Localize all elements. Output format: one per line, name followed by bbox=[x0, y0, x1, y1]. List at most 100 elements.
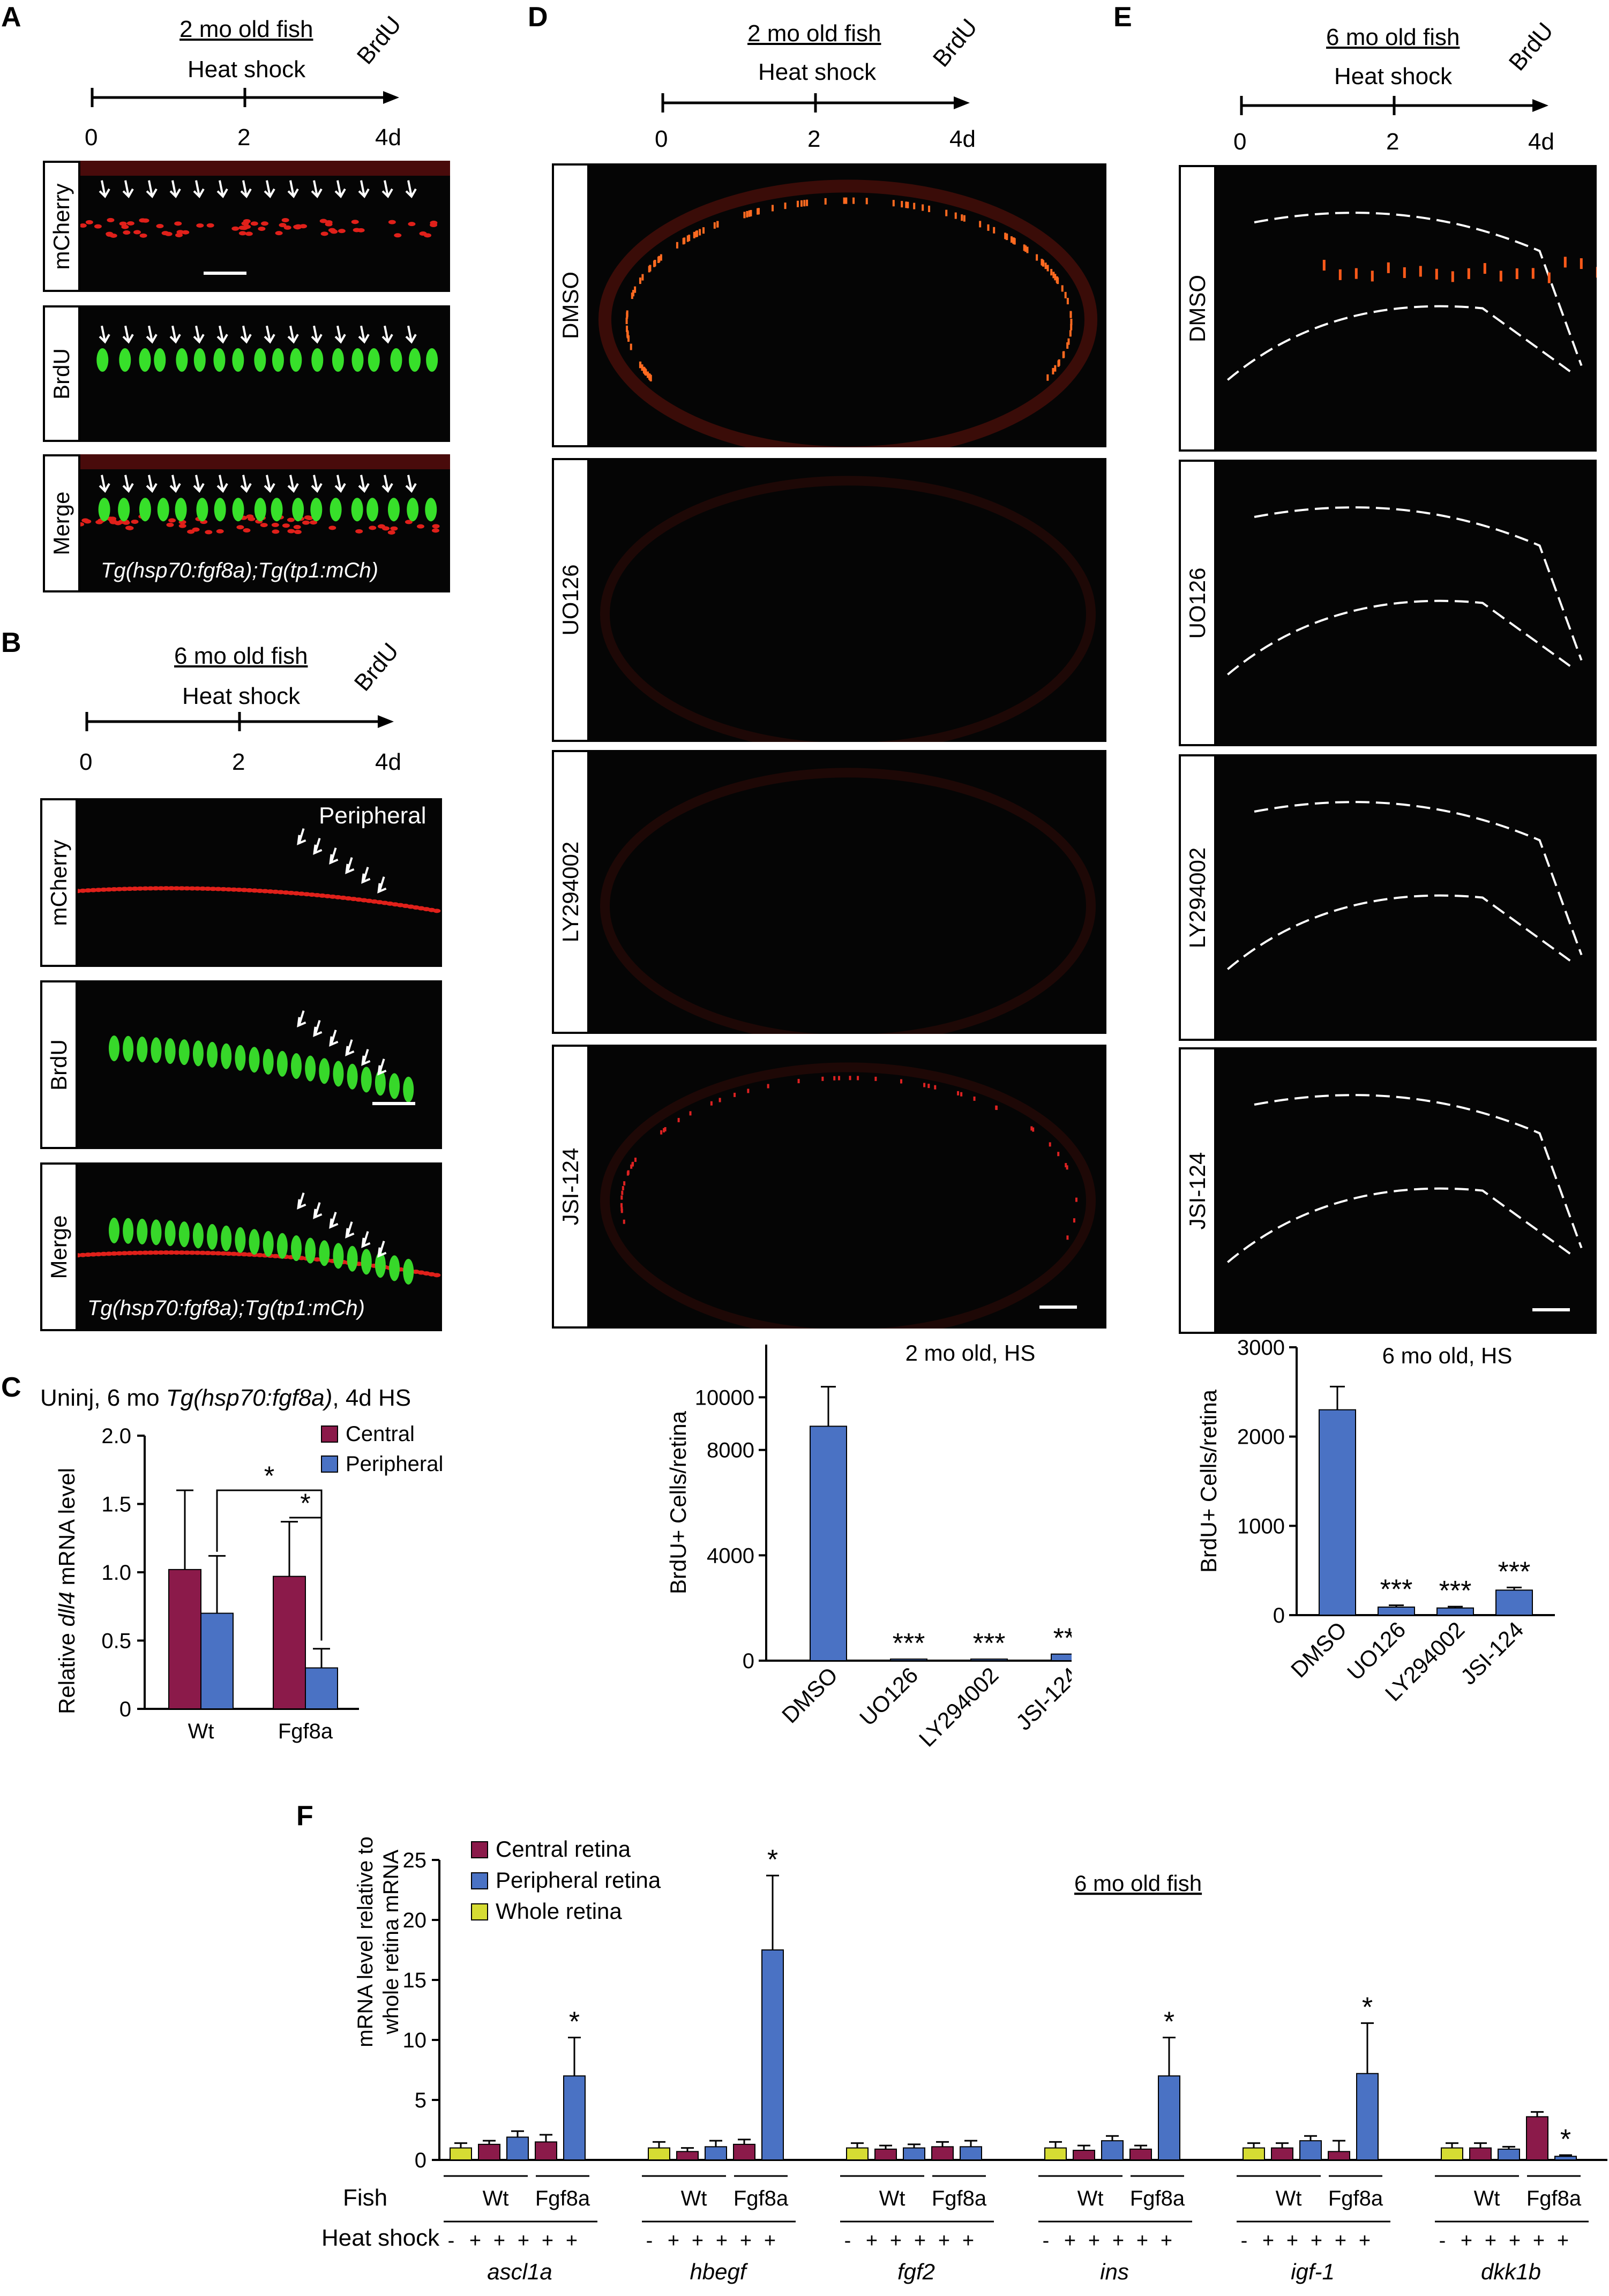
mcherry-cell bbox=[431, 528, 439, 533]
brdu-cell bbox=[1467, 268, 1470, 279]
legend-swatch bbox=[321, 1425, 338, 1443]
brdu-cell bbox=[627, 335, 630, 342]
arrow-icon bbox=[361, 1049, 371, 1066]
brdu-cell bbox=[1075, 1197, 1077, 1202]
row-label-box: DMSO bbox=[552, 163, 589, 447]
brdu-cell bbox=[658, 256, 661, 262]
heat-shock-sign: + bbox=[1286, 2230, 1298, 2252]
arrow-icon bbox=[122, 180, 134, 199]
brdu-cell bbox=[1354, 268, 1358, 279]
brdu-cell bbox=[1069, 311, 1072, 318]
significance-marker: *** bbox=[1439, 1575, 1472, 1607]
gene-label: hbegf bbox=[690, 2259, 748, 2284]
transgene-caption: Tg(hsp70:fgf8a);Tg(tp1:mCh) bbox=[101, 559, 378, 582]
arrow-icon bbox=[345, 1039, 355, 1056]
brdu-cell bbox=[425, 498, 437, 522]
significance-marker: * bbox=[300, 1488, 310, 1518]
mcherry-cell bbox=[175, 232, 183, 237]
row-label-box: UO126 bbox=[1179, 460, 1216, 746]
bar bbox=[810, 1425, 847, 1662]
tick-label: 4d bbox=[375, 749, 401, 775]
tick-label: 2 bbox=[237, 124, 251, 151]
brdu-cell bbox=[913, 202, 916, 209]
row-label: Merge bbox=[49, 491, 74, 556]
brdu-cell bbox=[772, 205, 774, 212]
brdu-cell bbox=[622, 1186, 624, 1191]
arrow-icon bbox=[216, 325, 228, 344]
row-label-box: Merge bbox=[43, 454, 80, 592]
brdu-cell bbox=[139, 348, 151, 372]
mcherry-cell bbox=[275, 231, 283, 236]
brdu-cell bbox=[642, 366, 645, 373]
bar bbox=[903, 2147, 925, 2160]
arrow-icon bbox=[313, 1020, 323, 1037]
row-label-box: mCherry bbox=[40, 798, 78, 967]
bar bbox=[1441, 2147, 1463, 2160]
brdu-cell bbox=[175, 498, 187, 522]
gene-label: dkk1b bbox=[1481, 2259, 1541, 2284]
group-label: Fgf8a bbox=[734, 2187, 789, 2210]
y-tick-label: 10000 bbox=[695, 1386, 754, 1409]
brdu-cell bbox=[164, 1038, 176, 1064]
mcherry-cell bbox=[174, 221, 182, 226]
brdu-cell bbox=[620, 1203, 623, 1207]
brdu-cell bbox=[747, 1089, 750, 1093]
row-label: BrdU bbox=[46, 1039, 71, 1091]
brdu-cell bbox=[1057, 1152, 1060, 1157]
significance-marker: * bbox=[569, 2007, 580, 2038]
brdu-cell bbox=[641, 274, 644, 281]
brdu-cell bbox=[178, 1039, 190, 1066]
arrow-icon bbox=[264, 325, 275, 344]
brdu-cell bbox=[676, 242, 678, 249]
brdu-cell bbox=[387, 498, 400, 522]
brdu-cell bbox=[973, 1096, 976, 1101]
title-italic: Tg(hsp70:fgf8a) bbox=[166, 1385, 333, 1411]
heat-shock-sign: - bbox=[844, 2230, 851, 2252]
brdu-cell bbox=[232, 348, 244, 372]
arrow-icon bbox=[264, 180, 275, 199]
micrograph-texture bbox=[600, 476, 1096, 742]
chart-title: 2 mo old, HS bbox=[905, 1340, 1036, 1365]
bar bbox=[874, 2148, 897, 2161]
bar bbox=[1044, 2147, 1067, 2160]
y-tick-label: 25 bbox=[403, 1849, 427, 1872]
micrograph-texture bbox=[80, 161, 450, 275]
brdu-cell bbox=[1032, 1127, 1035, 1132]
row-label: DMSO bbox=[558, 272, 583, 339]
tick-label: 0 bbox=[1233, 129, 1247, 155]
bar bbox=[1101, 2140, 1124, 2160]
timeline-treatment: Heat shock bbox=[758, 59, 877, 85]
heat-shock-sign: + bbox=[1112, 2230, 1124, 2252]
brdu-cell bbox=[743, 212, 746, 219]
brdu-cell bbox=[221, 1225, 232, 1251]
brdu-cell bbox=[1052, 272, 1055, 279]
mcherry-cell bbox=[408, 222, 416, 227]
arrow-icon bbox=[405, 180, 417, 199]
heat-shock-sign: + bbox=[914, 2230, 926, 2252]
brdu-cell bbox=[702, 227, 705, 234]
arrow-icon bbox=[240, 180, 252, 199]
brdu-cell bbox=[900, 1079, 902, 1084]
micrograph-texture bbox=[1227, 1094, 1583, 1311]
brdu-cell bbox=[987, 224, 990, 231]
row-label-box: mCherry bbox=[43, 161, 80, 292]
brdu-cell bbox=[1066, 298, 1069, 305]
mcherry-cell bbox=[178, 1250, 186, 1255]
arrow-icon bbox=[334, 475, 346, 493]
mcherry-cell bbox=[147, 1250, 154, 1255]
group-label: Wt bbox=[483, 2187, 509, 2210]
brdu-cell bbox=[716, 221, 719, 228]
brdu-cell bbox=[623, 1219, 625, 1224]
heat-shock-sign: + bbox=[1262, 2230, 1274, 2252]
dashed-boundary bbox=[1227, 1187, 1571, 1263]
brdu-cell bbox=[389, 1073, 400, 1099]
heat-shock-sign: + bbox=[542, 2230, 553, 2252]
brdu-cell bbox=[375, 1252, 386, 1278]
brdu-cell bbox=[647, 371, 649, 378]
brdu-cell bbox=[123, 1218, 134, 1244]
brdu-cell bbox=[710, 1101, 713, 1106]
brdu-cell bbox=[1036, 254, 1038, 261]
row-label-box: UO126 bbox=[552, 458, 589, 742]
dashed-boundary bbox=[1227, 894, 1571, 970]
arrow-icon bbox=[405, 475, 417, 493]
